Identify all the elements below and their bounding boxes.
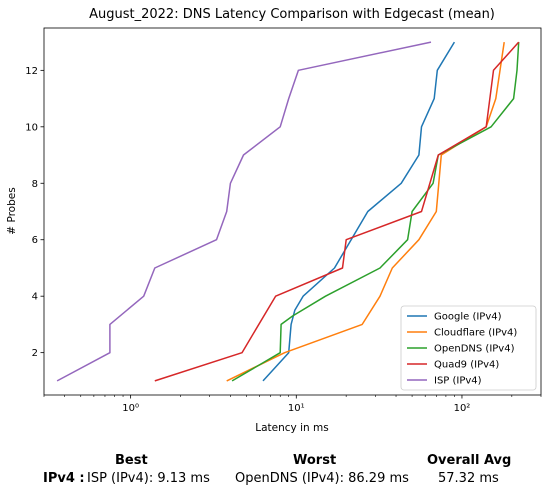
overall-avg-header: Overall Avg [427, 453, 512, 468]
y-tick-label: 2 [32, 348, 38, 359]
series-line-2 [231, 42, 520, 382]
legend-label-0: Google (IPv4) [434, 312, 502, 323]
x-tick-label: 10¹ [288, 403, 305, 414]
y-tick-label: 6 [32, 235, 38, 246]
legend-label-3: Quad9 (IPv4) [434, 360, 499, 371]
worst-value: OpenDNS (IPv4): 86.29 ms [235, 471, 409, 486]
legend-label-1: Cloudflare (IPv4) [434, 328, 517, 339]
series-line-4 [56, 41, 432, 382]
best-header: Best [115, 453, 148, 468]
chart-title: August_2022: DNS Latency Comparison with… [89, 7, 495, 22]
y-axis-label: # Probes [6, 187, 18, 234]
x-axis-label: Latency in ms [255, 422, 328, 434]
legend-label-4: ISP (IPv4) [434, 376, 482, 387]
x-tick-label: 10⁰ [122, 403, 139, 414]
worst-header: Worst [293, 453, 337, 468]
legend-label-2: OpenDNS (IPv4) [434, 344, 515, 355]
y-tick-label: 10 [25, 122, 38, 133]
axis-ticks: 10⁰ 10¹ 10² 2 4 6 8 10 12 [25, 66, 542, 414]
y-tick-label: 12 [25, 66, 38, 77]
series-line-3 [154, 41, 520, 382]
y-tick-label: 8 [32, 179, 38, 190]
legend: Google (IPv4) Cloudflare (IPv4) OpenDNS (I… [400, 305, 537, 391]
best-value: ISP (IPv4): 9.13 ms [87, 471, 210, 486]
series-lines [56, 41, 520, 382]
y-tick-label: 4 [32, 292, 38, 303]
plot-frame [43, 27, 542, 396]
overall-avg-value: 57.32 ms [438, 471, 499, 486]
chart-plot: August_2022: DNS Latency Comparison with… [6, 7, 542, 434]
series-line-1 [226, 41, 505, 382]
summary-table: Best Worst Overall Avg IPv4 : ISP (IPv4)… [0, 448, 548, 492]
x-tick-label: 10² [454, 403, 471, 414]
row-label-ipv4: IPv4 : [43, 471, 85, 486]
series-line-0 [262, 41, 456, 382]
legend-box [400, 305, 537, 391]
